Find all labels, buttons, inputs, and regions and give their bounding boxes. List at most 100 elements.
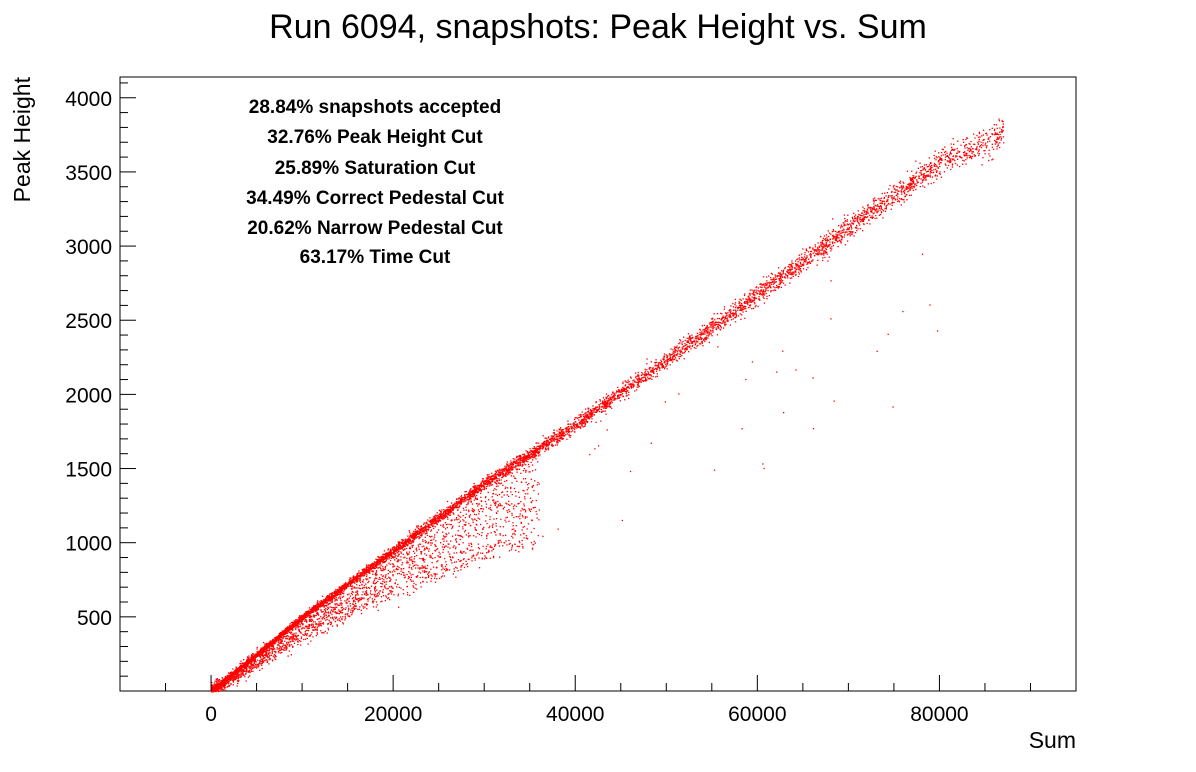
scatter-point bbox=[832, 242, 834, 245]
scatter-point bbox=[504, 475, 506, 477]
scatter-point bbox=[570, 428, 572, 430]
scatter-point bbox=[1002, 123, 1004, 125]
scatter-point bbox=[753, 292, 755, 294]
scatter-point bbox=[653, 370, 655, 372]
scatter-point bbox=[891, 204, 893, 206]
scatter-point bbox=[911, 187, 913, 190]
scatter-point bbox=[970, 146, 972, 148]
scatter-point bbox=[518, 454, 520, 457]
scatter-point bbox=[715, 328, 717, 331]
scatter-point bbox=[801, 258, 804, 261]
scatter-point bbox=[515, 462, 517, 464]
scatter-point bbox=[997, 145, 999, 147]
scatter-point bbox=[695, 347, 697, 349]
scatter-point bbox=[917, 167, 920, 169]
scatter-point bbox=[866, 208, 868, 211]
scatter-point bbox=[966, 157, 968, 159]
scatter-point bbox=[527, 456, 529, 459]
scatter-point bbox=[536, 452, 538, 454]
scatter-point bbox=[942, 148, 944, 151]
scatter-point bbox=[354, 576, 356, 578]
scatter-point bbox=[862, 212, 864, 214]
scatter-point bbox=[734, 321, 737, 323]
scatter-point bbox=[460, 501, 462, 503]
scatter-point bbox=[527, 454, 529, 457]
scatter-point bbox=[800, 270, 802, 272]
scatter-point bbox=[756, 286, 758, 288]
scatter-point bbox=[320, 601, 322, 604]
scatter-point bbox=[666, 363, 668, 365]
scatter-point bbox=[585, 408, 587, 410]
scatter-point bbox=[713, 313, 715, 315]
scatter-point bbox=[448, 514, 450, 516]
scatter-point bbox=[697, 341, 699, 343]
scatter-point bbox=[781, 270, 783, 272]
scatter-point bbox=[623, 387, 625, 390]
scatter-point bbox=[556, 441, 558, 443]
scatter-point bbox=[767, 290, 769, 292]
scatter-point bbox=[647, 372, 650, 374]
scatter-point bbox=[373, 562, 375, 565]
scatter-point bbox=[628, 383, 630, 386]
scatter-point bbox=[504, 467, 506, 469]
scatter-point bbox=[825, 248, 827, 250]
scatter-point bbox=[646, 379, 648, 381]
scatter-point bbox=[655, 376, 657, 378]
scatter-point bbox=[840, 230, 842, 232]
scatter-point bbox=[572, 430, 574, 432]
scatter-point bbox=[779, 277, 781, 280]
scatter-point bbox=[982, 139, 984, 141]
scatter-point bbox=[842, 229, 844, 231]
scatter-point bbox=[979, 145, 981, 147]
scatter-point bbox=[940, 176, 943, 178]
scatter-point bbox=[566, 431, 568, 433]
scatter-point bbox=[966, 137, 968, 139]
scatter-point bbox=[895, 194, 897, 196]
scatter-point bbox=[823, 235, 826, 237]
scatter-point bbox=[823, 243, 825, 245]
scatter-point bbox=[366, 574, 368, 576]
scatter-point bbox=[335, 596, 337, 598]
scatter-point bbox=[585, 418, 587, 420]
scatter-point bbox=[908, 183, 910, 185]
scatter-point bbox=[828, 235, 830, 238]
scatter-point bbox=[442, 518, 444, 520]
scatter-point bbox=[740, 309, 742, 311]
scatter-point bbox=[861, 219, 864, 221]
scatter-point bbox=[321, 605, 323, 607]
scatter-point bbox=[567, 430, 569, 432]
scatter-point bbox=[671, 357, 674, 359]
scatter-point bbox=[651, 378, 653, 380]
scatter-point bbox=[460, 503, 462, 505]
scatter-point bbox=[856, 218, 858, 220]
scatter-point bbox=[993, 129, 996, 132]
scatter-point bbox=[560, 427, 562, 429]
scatter-point bbox=[915, 172, 917, 174]
scatter-point bbox=[514, 461, 516, 463]
scatter-point bbox=[877, 209, 879, 211]
scatter-point bbox=[799, 259, 801, 261]
scatter-point bbox=[715, 327, 717, 329]
scatter-point bbox=[380, 556, 382, 558]
scatter-point bbox=[388, 556, 391, 559]
scatter-point bbox=[567, 425, 569, 428]
scatter-point bbox=[695, 339, 697, 341]
scatter-point bbox=[882, 200, 884, 202]
scatter-point bbox=[945, 164, 947, 166]
scatter-point bbox=[433, 515, 436, 517]
scatter-point bbox=[611, 394, 613, 396]
scatter-point bbox=[500, 479, 502, 481]
scatter-point bbox=[671, 361, 674, 363]
scatter-point bbox=[436, 517, 438, 519]
scatter-point bbox=[506, 471, 509, 473]
scatter-point bbox=[965, 154, 968, 156]
scatter-point bbox=[875, 209, 878, 211]
scatter-point bbox=[862, 217, 865, 219]
scatter-point bbox=[659, 369, 661, 371]
scatter-point bbox=[630, 384, 632, 386]
scatter-point bbox=[611, 402, 613, 404]
scatter-point bbox=[730, 312, 732, 315]
scatter-point bbox=[485, 481, 487, 483]
scatter-point bbox=[951, 149, 953, 151]
